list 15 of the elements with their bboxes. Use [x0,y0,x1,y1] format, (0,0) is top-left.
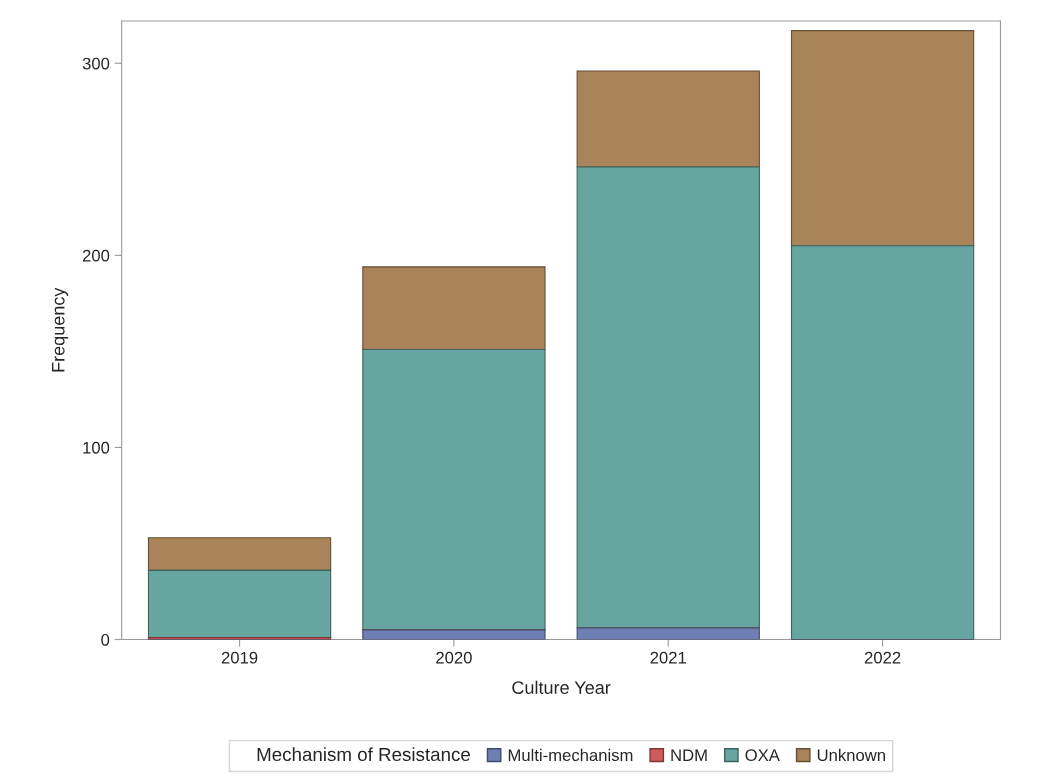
x-axis-title: Culture Year [512,680,611,695]
y-axis-title: Frequency [52,287,69,372]
y-tick-label: 200 [82,249,110,262]
y-tick-label: 0 [101,633,110,646]
legend-label: Unknown [817,748,885,762]
x-tick-label: 2022 [864,651,901,664]
x-tick-label: 2020 [436,651,472,664]
y-tick-label: 100 [83,441,110,454]
legend-title: Mechanism of Resistance [257,747,470,762]
legend-label: NDM [671,749,707,761]
legend-label: OXA [745,749,780,762]
x-tick-label: 2019 [221,651,258,664]
y-tick-label: 300 [82,57,110,70]
x-tick-label: 2021 [650,651,686,664]
legend-label: Multi-mechanism [508,748,633,762]
